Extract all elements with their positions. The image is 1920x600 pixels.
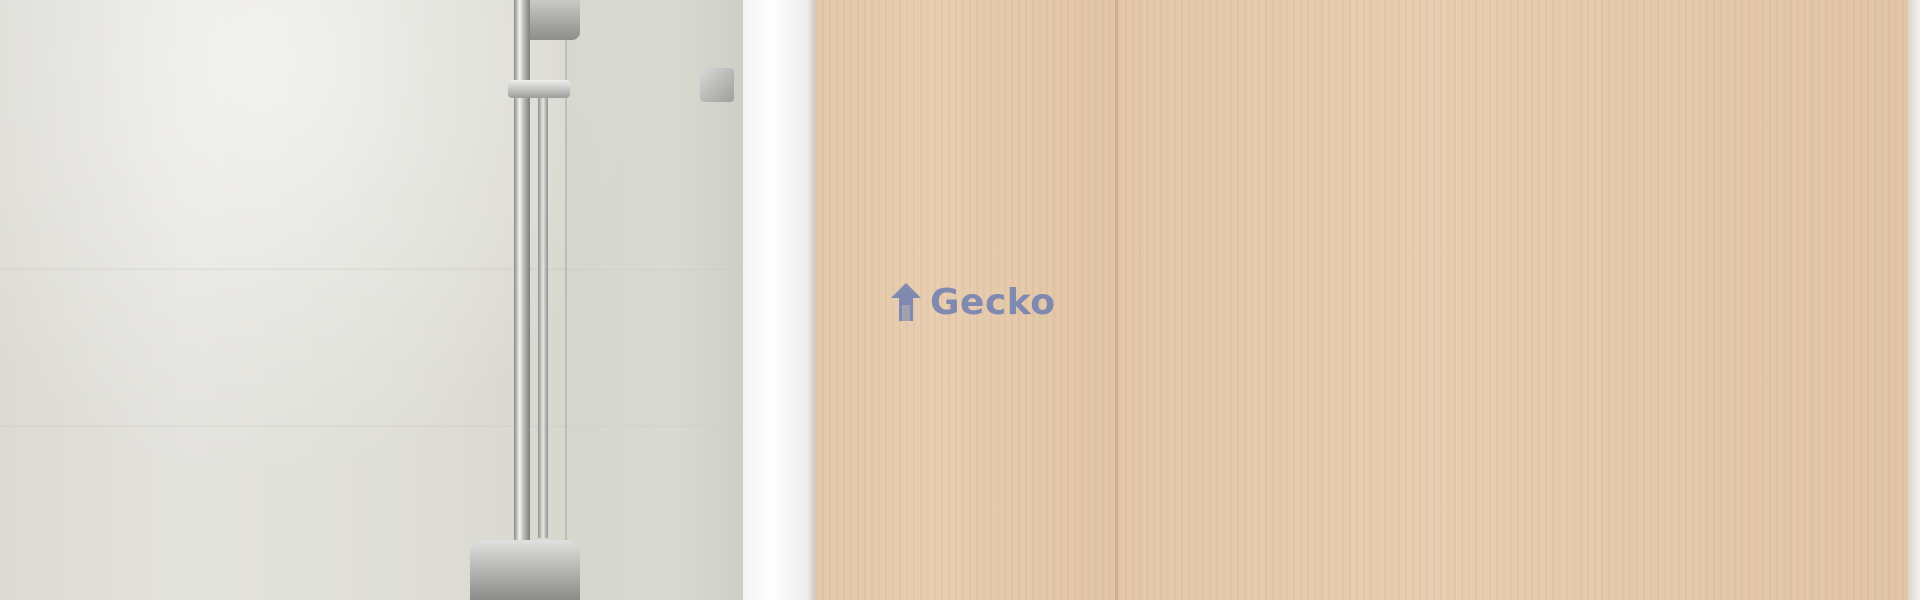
shower-rail-bracket: [508, 80, 570, 98]
shower-mixer-valve: [470, 540, 580, 600]
shower-head-arm: [520, 0, 580, 40]
wardrobe-door-left: [815, 0, 1118, 600]
shower-hose: [538, 98, 548, 538]
gecko-watermark: Gecko: [890, 280, 1056, 324]
door-edge: [1908, 0, 1920, 600]
house-arrow-icon: [891, 283, 921, 321]
glass-panel-hinge: [700, 68, 734, 102]
white-door-frame: [743, 0, 815, 600]
watermark-text: Gecko: [930, 281, 1056, 323]
wardrobe-door-right: [1118, 0, 1908, 600]
shower-rail: [514, 0, 530, 600]
